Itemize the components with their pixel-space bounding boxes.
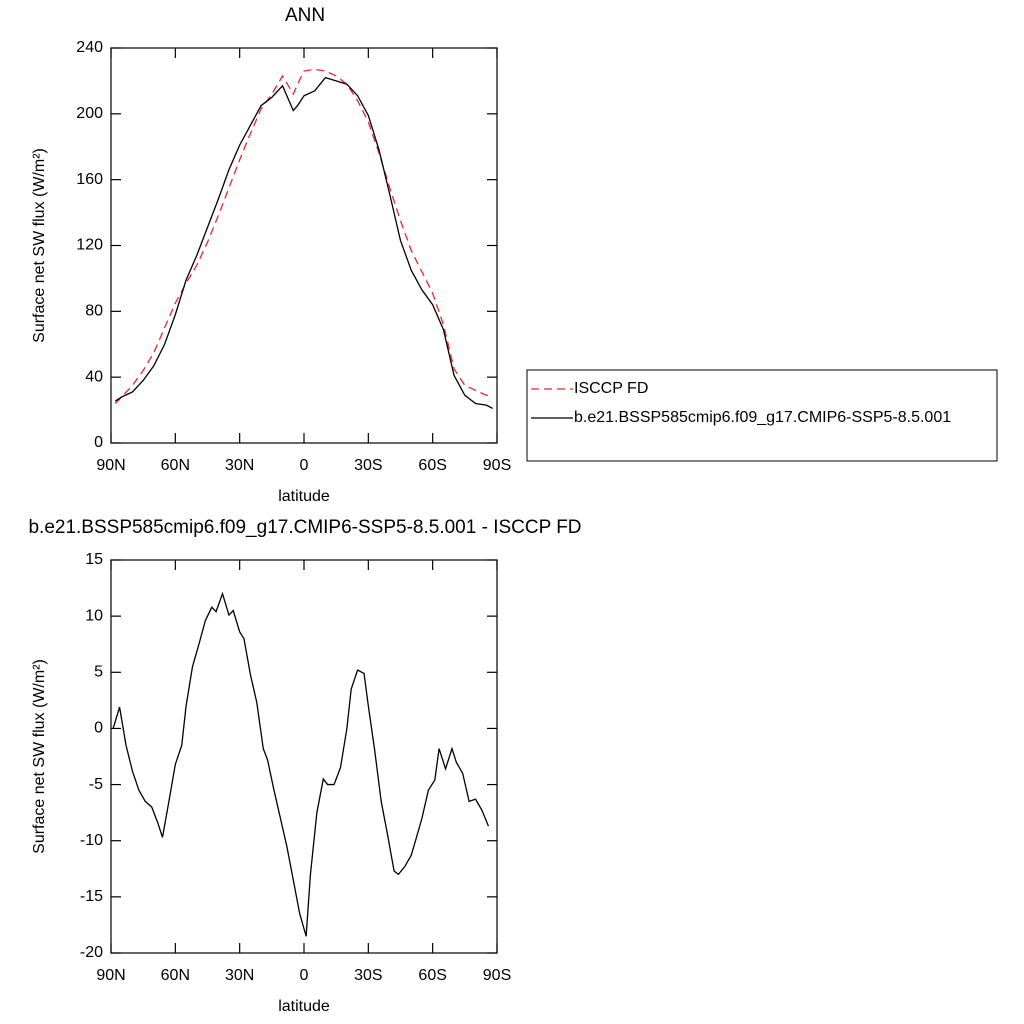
series-line [112, 591, 490, 937]
series-line [114, 68, 493, 404]
y-tick-label: 10 [85, 607, 103, 624]
y-tick-label: 0 [94, 720, 103, 737]
chart-title: b.e21.BSSP585cmip6.f09_g17.CMIP6-SSP5-8.… [28, 517, 581, 538]
x-tick-label: 60S [418, 457, 446, 474]
x-tick-label: 30S [354, 967, 382, 984]
legend-box [526, 369, 998, 462]
plot-frame [110, 47, 498, 444]
y-tick-label: 240 [76, 39, 103, 56]
x-axis-label: latitude [278, 998, 330, 1015]
x-tick-label: 0 [300, 457, 309, 474]
legend-label: ISCCP FD [574, 380, 648, 397]
y-tick-label: 80 [85, 303, 103, 320]
plot-frame [110, 559, 498, 954]
y-tick-label: 120 [76, 237, 103, 254]
x-tick-label: 90S [483, 457, 511, 474]
y-tick-label: 15 [85, 551, 103, 568]
x-tick-label: 90N [96, 457, 125, 474]
x-tick-label: 30S [354, 457, 382, 474]
y-tick-label: 40 [85, 368, 103, 385]
x-tick-label: 60N [161, 967, 190, 984]
x-tick-label: 30N [225, 967, 254, 984]
y-tick-label: 160 [76, 171, 103, 188]
x-axis-label: latitude [278, 488, 330, 505]
series-line [114, 76, 494, 410]
y-tick-label: -15 [80, 888, 103, 905]
y-tick-label: -5 [89, 776, 103, 793]
y-tick-label: -20 [80, 944, 103, 961]
y-tick-label: 0 [94, 434, 103, 451]
x-tick-label: 90N [96, 967, 125, 984]
x-tick-label: 60S [418, 967, 446, 984]
x-tick-label: 0 [300, 967, 309, 984]
y-axis-label: Surface net SW flux (W/m²) [31, 659, 48, 854]
y-tick-label: 200 [76, 105, 103, 122]
legend-label: b.e21.BSSP585cmip6.f09_g17.CMIP6-SSP5-8.… [574, 409, 951, 426]
y-tick-label: 5 [94, 664, 103, 681]
y-axis-label: Surface net SW flux (W/m²) [31, 148, 48, 343]
chart-title: ANN [285, 5, 325, 26]
y-tick-label: -10 [80, 832, 103, 849]
x-tick-label: 30N [225, 457, 254, 474]
x-tick-label: 90S [483, 967, 511, 984]
x-tick-label: 60N [161, 457, 190, 474]
